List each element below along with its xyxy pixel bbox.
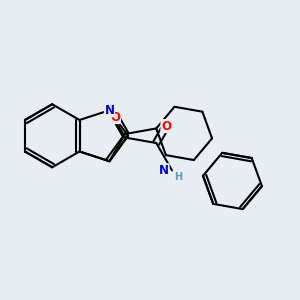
- Text: O: O: [161, 120, 171, 133]
- Text: N: N: [104, 104, 115, 117]
- Text: O: O: [110, 111, 121, 124]
- Text: H: H: [175, 172, 183, 182]
- Text: N: N: [159, 164, 169, 177]
